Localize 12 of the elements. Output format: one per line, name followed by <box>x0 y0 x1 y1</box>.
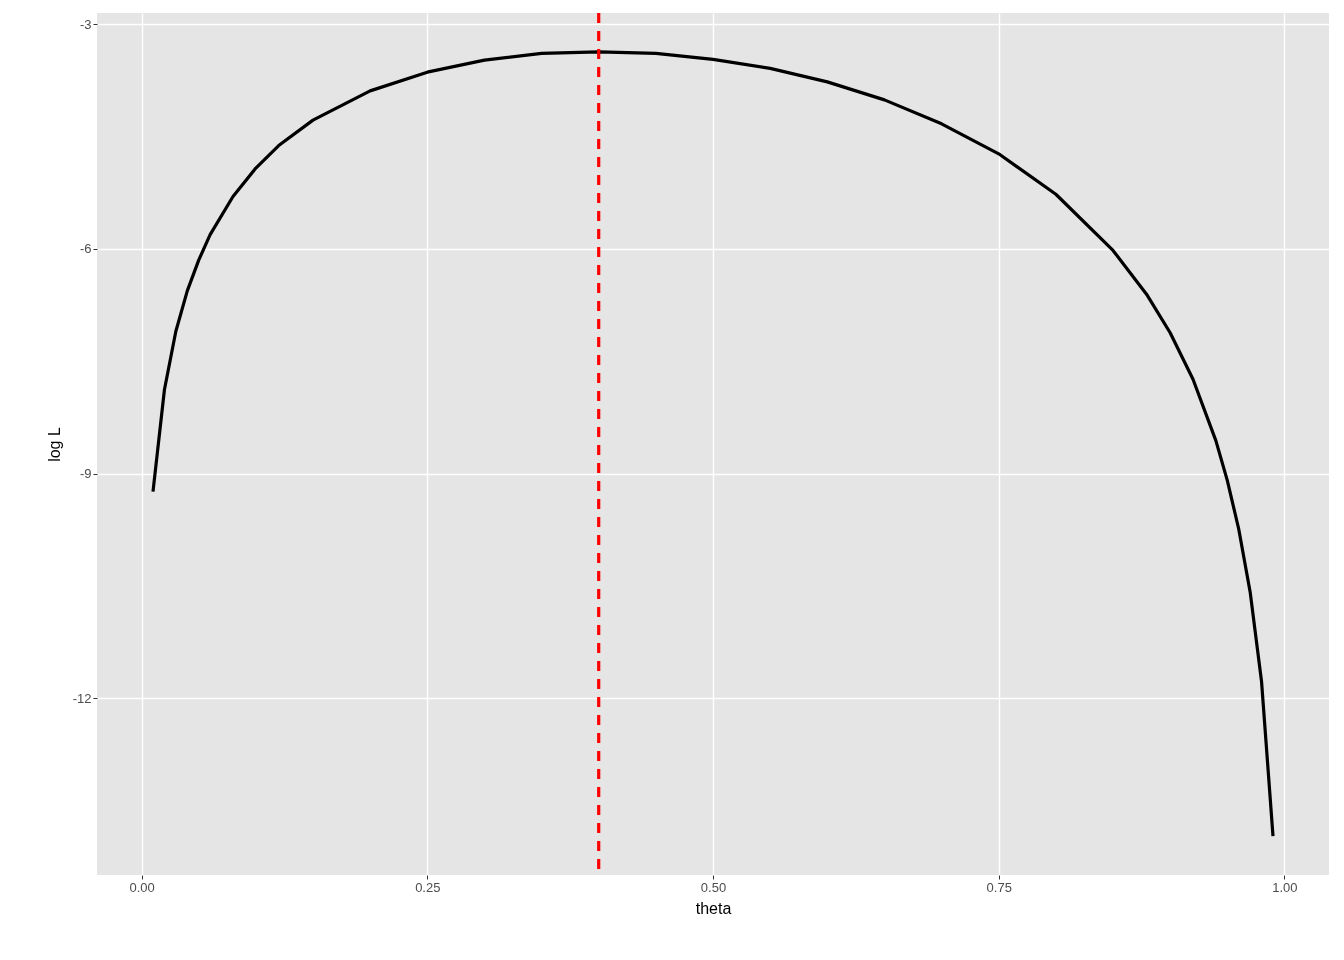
y-tick-label: -6 <box>79 241 92 257</box>
x-tick-label: 0.50 <box>700 879 727 895</box>
x-tick-label: 0.75 <box>986 879 1012 895</box>
y-axis-title: log L <box>45 427 63 462</box>
x-tick-label: 1.00 <box>1272 879 1298 895</box>
y-tick-label: -12 <box>72 690 92 706</box>
y-tick-label: -9 <box>79 466 92 482</box>
x-tick-label: 0.00 <box>129 879 155 895</box>
y-tick-label: -3 <box>79 16 92 32</box>
x-axis-title: theta <box>695 899 732 917</box>
x-tick-label: 0.25 <box>415 879 441 895</box>
line-series <box>151 50 1275 838</box>
